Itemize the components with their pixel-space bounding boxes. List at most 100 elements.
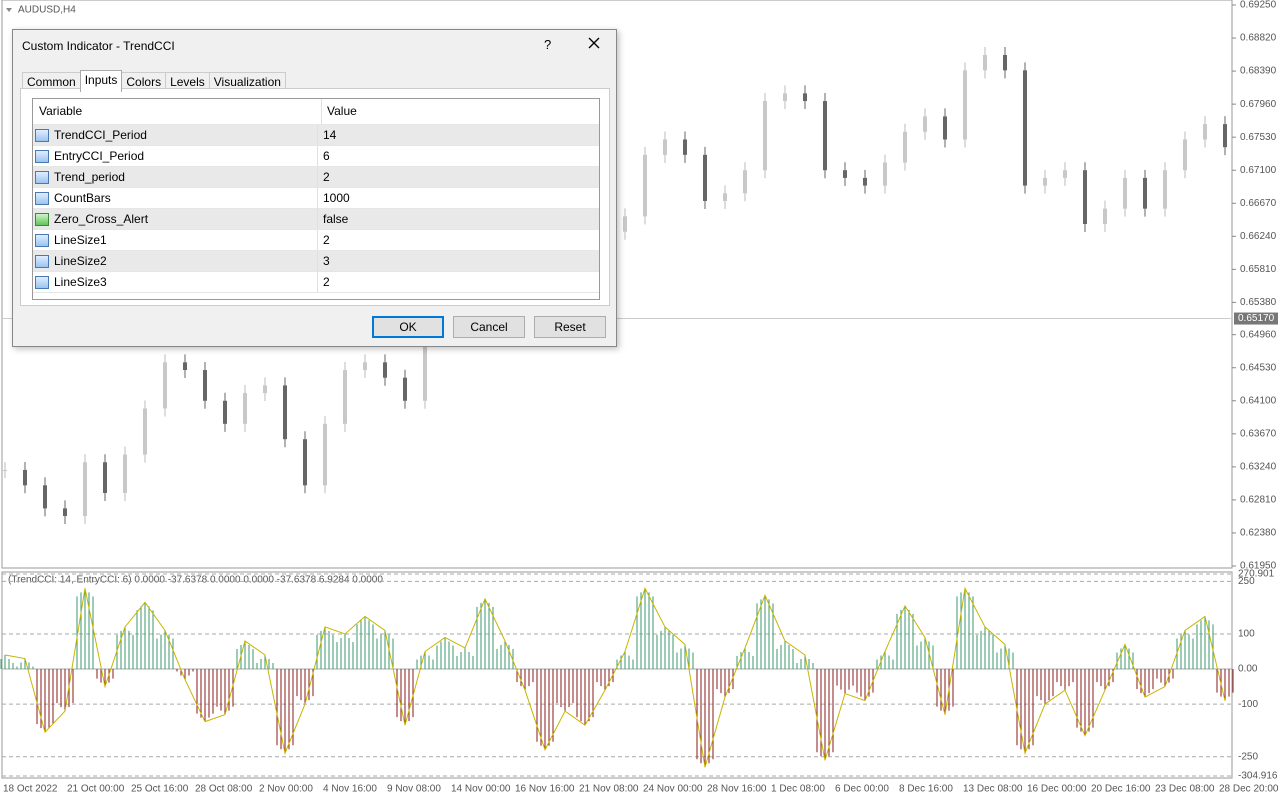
button[interactable]: Cancel (453, 316, 525, 338)
price-tick-label: 0.61950 (1240, 561, 1277, 572)
value-cell[interactable]: 2 (323, 275, 330, 289)
indicator-tick-label: 0.00 (1238, 664, 1258, 675)
time-label: 24 Nov 00:00 (643, 784, 703, 795)
help-button[interactable]: ? (544, 37, 552, 52)
tab[interactable]: Common (22, 72, 81, 91)
table-row[interactable]: TrendCCI_Period 14 (33, 125, 599, 146)
table-row[interactable]: EntryCCI_Period 6 (33, 146, 599, 167)
time-label: 1 Dec 08:00 (771, 784, 825, 795)
candle-body (1003, 54, 1007, 71)
button[interactable]: Reset (534, 316, 606, 338)
type-icon (35, 275, 49, 289)
candle-body (1023, 70, 1027, 186)
candle-body (843, 170, 847, 178)
variable-name: LineSize1 (54, 233, 107, 247)
dialog-title: Custom Indicator - TrendCCI (22, 39, 175, 53)
column-header: Variable (33, 99, 322, 124)
candle-body (143, 408, 147, 455)
cci-line (4, 586, 1226, 768)
indicator-tick-label: 100 (1238, 629, 1255, 640)
price-tick-label: 0.68390 (1240, 66, 1277, 77)
candle-body (63, 508, 67, 517)
table-row[interactable]: Trend_period 2 (33, 167, 599, 188)
table-row[interactable]: LineSize3 2 (33, 272, 599, 293)
type-icon (35, 212, 49, 226)
value-cell[interactable]: 6 (323, 149, 330, 163)
price-tick-label: 0.64530 (1240, 362, 1277, 373)
time-label: 9 Nov 08:00 (387, 784, 441, 795)
candle-body (823, 101, 827, 171)
type-icon (35, 128, 49, 142)
variable-name: EntryCCI_Period (54, 149, 145, 163)
candle-body (363, 362, 367, 371)
close-button[interactable] (587, 36, 601, 50)
candle-body (1183, 139, 1187, 171)
time-label: 28 Oct 08:00 (195, 784, 253, 795)
candle-body (783, 93, 787, 102)
variable-name: LineSize3 (54, 275, 107, 289)
indicator-tick-label: -250 (1238, 751, 1258, 762)
price-tick-label: 0.65380 (1240, 297, 1277, 308)
tab[interactable]: Inputs (79, 70, 123, 92)
time-label: 21 Nov 08:00 (579, 784, 639, 795)
candle-body (623, 216, 627, 232)
candle-body (403, 377, 407, 401)
table-row[interactable]: CountBars 1000 (33, 188, 599, 209)
indicator-label: (TrendCCI: 14, EntryCCI: 6) 0.0000 -37.6… (8, 575, 383, 586)
indicator-tick-label: -100 (1238, 699, 1258, 710)
tab-bar: Common Inputs Colors Levels Visualization (22, 70, 286, 92)
price-tick-label: 0.64100 (1240, 395, 1277, 406)
value-cell[interactable]: false (323, 212, 349, 226)
candle-body (683, 139, 687, 155)
type-icon (35, 191, 49, 205)
price-tick-label: 0.67530 (1240, 132, 1277, 143)
candle-body (23, 469, 27, 486)
value-cell[interactable]: 3 (323, 254, 330, 268)
time-label: 28 Dec 20:00 (1219, 784, 1279, 795)
candle-body (303, 439, 307, 486)
table-row[interactable]: Zero_Cross_Alert false (33, 209, 599, 230)
variable-cell: EntryCCI_Period (33, 146, 318, 166)
button[interactable]: OK (372, 316, 444, 338)
candle-body (1083, 170, 1087, 225)
candle-body (343, 370, 347, 424)
variable-name: Zero_Cross_Alert (54, 212, 149, 226)
main-pane (1, 0, 1233, 569)
value-cell[interactable]: 2 (323, 170, 330, 184)
candle-body (183, 362, 187, 371)
candle-body (703, 154, 707, 201)
variable-cell: Zero_Cross_Alert (33, 209, 318, 229)
table-row[interactable]: LineSize2 3 (33, 251, 599, 272)
inputs-table: Variable Value TrendCCI_Period 14 EntryCCI… (32, 98, 600, 300)
variable-cell: Trend_period (33, 167, 318, 187)
tab[interactable]: Visualization (208, 72, 286, 91)
time-label: 14 Nov 00:00 (451, 784, 511, 795)
price-tick-label: 0.64960 (1240, 329, 1277, 340)
symbol-arrow (6, 8, 12, 12)
candle-body (983, 54, 987, 71)
type-icon (35, 149, 49, 163)
candle-body (203, 370, 207, 401)
variable-cell: TrendCCI_Period (33, 125, 318, 145)
variable-name: CountBars (54, 191, 111, 205)
tab[interactable]: Levels (165, 72, 210, 91)
candle-body (43, 485, 47, 509)
variable-cell: LineSize2 (33, 251, 318, 271)
symbol-label: AUDUSD,H4 (18, 5, 76, 16)
candle-body (723, 193, 727, 201)
candle-body (743, 170, 747, 194)
current-price-box (1234, 312, 1278, 325)
value-cell[interactable]: 2 (323, 233, 330, 247)
time-label: 18 Oct 2022 (3, 784, 58, 795)
value-cell[interactable]: 14 (323, 128, 337, 142)
price-tick-label: 0.67960 (1240, 99, 1277, 110)
current-price-label: 0.65170 (1238, 313, 1275, 324)
candle-body (3, 469, 7, 471)
indicator-tick-label: 250 (1238, 576, 1255, 587)
candle-body (283, 385, 287, 440)
value-cell[interactable]: 1000 (323, 191, 350, 205)
candle-body (323, 423, 327, 486)
table-row[interactable]: LineSize1 2 (33, 230, 599, 251)
price-tick-label: 0.62380 (1240, 528, 1277, 539)
candle-body (643, 154, 647, 217)
